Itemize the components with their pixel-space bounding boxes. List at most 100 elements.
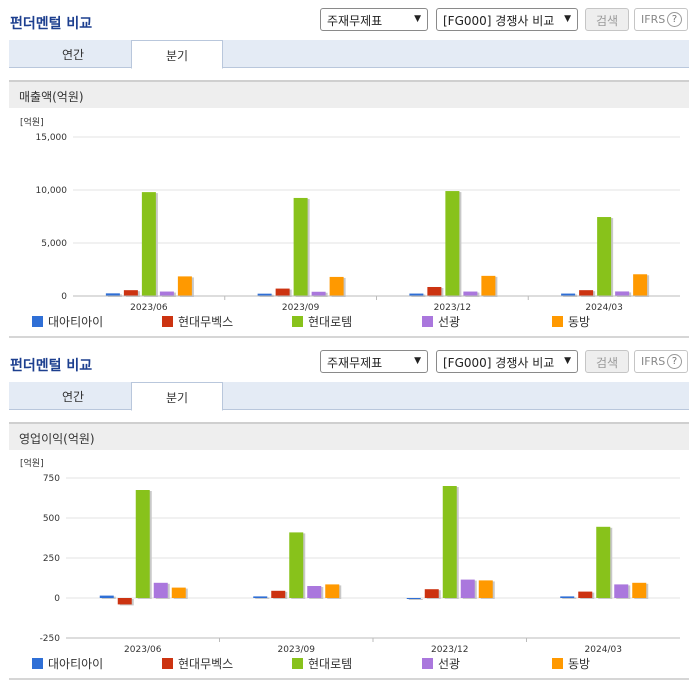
tab-quarterly[interactable]: 분기 [131, 40, 223, 69]
period-tabs: 연간 분기 [9, 40, 689, 69]
group-select-value: [FG000] 경쟁사 비교 [443, 356, 555, 370]
legend-item[interactable]: 현대무벡스 [162, 313, 233, 330]
legend-label: 현대무벡스 [178, 315, 234, 329]
y-tick-label: 0 [54, 594, 60, 604]
y-tick-label: 5,000 [41, 239, 67, 249]
statement-select[interactable]: 주재무제표 ▼ [320, 8, 428, 31]
x-tick-label: 2023/12 [431, 645, 468, 655]
bar-3-1 [311, 291, 326, 296]
legend-item[interactable]: 동방 [552, 313, 590, 330]
bar-shadow [408, 599, 423, 600]
bar-2-3 [597, 217, 612, 296]
bar-3-1 [307, 586, 322, 598]
ifrs-button[interactable]: IFRS ? [634, 350, 688, 373]
legend-item[interactable]: 대아티아이 [32, 313, 103, 330]
bar-1-1 [271, 590, 286, 598]
group-select[interactable]: [FG000] 경쟁사 비교 ▼ [436, 350, 578, 373]
group-select[interactable]: [FG000] 경쟁사 비교 ▼ [436, 8, 578, 31]
legend-swatch-icon [552, 316, 563, 327]
x-tick-label: 2023/06 [130, 303, 168, 313]
y-tick-label: 500 [43, 514, 60, 524]
bar-0-2 [409, 293, 424, 296]
bar-1-0 [117, 598, 132, 605]
legend-item[interactable]: 대아티아이 [32, 655, 103, 672]
chevron-down-icon: ▼ [564, 14, 571, 24]
legend-item[interactable]: 현대로템 [292, 655, 352, 672]
legend-item[interactable]: 선광 [422, 655, 460, 672]
legend-label: 동방 [568, 657, 591, 671]
y-tick-label: 15,000 [36, 133, 68, 143]
panel-title: 펀더멘털 비교 [10, 16, 93, 32]
ifrs-label: IFRS [641, 13, 666, 26]
tab-annual[interactable]: 연간 [61, 48, 85, 62]
y-tick-label: 10,000 [36, 186, 68, 196]
legend-item[interactable]: 현대무벡스 [162, 655, 233, 672]
legend-swatch-icon [162, 316, 173, 327]
bar-1-3 [578, 591, 593, 598]
bar-3-3 [614, 584, 629, 598]
legend-label: 현대무벡스 [178, 657, 234, 671]
legend-label: 대아티아이 [48, 657, 104, 671]
search-button[interactable]: 검색 [585, 350, 629, 373]
bar-4-0 [171, 587, 186, 598]
bar-2-0 [141, 192, 156, 296]
bar-3-2 [463, 291, 478, 296]
panel-header: 펀더멘털 비교 주재무제표 ▼ [FG000] 경쟁사 비교 ▼ 검색 IFRS… [0, 0, 696, 40]
legend-label: 동방 [568, 315, 591, 329]
chevron-down-icon: ▼ [564, 356, 571, 366]
search-button[interactable]: 검색 [585, 8, 629, 31]
panel-divider [9, 678, 689, 680]
y-tick-label: 0 [61, 292, 67, 302]
statement-select-value: 주재무제표 [327, 356, 383, 370]
ifrs-label: IFRS [641, 355, 666, 368]
fundamental-panel-operating-income: 펀더멘털 비교 주재무제표 ▼ [FG000] 경쟁사 비교 ▼ 검색 IFRS… [0, 342, 696, 684]
x-tick-label: 2023/12 [434, 303, 471, 313]
bar-2-1 [293, 197, 308, 296]
legend-swatch-icon [162, 658, 173, 669]
statement-select-value: 주재무제표 [327, 14, 383, 28]
legend-item[interactable]: 선광 [422, 313, 460, 330]
legend-label: 현대로템 [308, 657, 353, 671]
bar-2-2 [445, 191, 460, 296]
legend-item[interactable]: 현대로템 [292, 313, 352, 330]
chart-legend: 대아티아이 현대무벡스 현대로템 선광 동방 [32, 655, 692, 671]
chevron-down-icon: ▼ [414, 356, 421, 366]
bar-1-2 [424, 589, 439, 598]
tab-quarterly[interactable]: 분기 [131, 382, 223, 411]
chart-section-title: 영업이익(억원) [9, 422, 689, 450]
bar-1-2 [427, 286, 442, 296]
x-tick-label: 2024/03 [585, 645, 622, 655]
help-icon: ? [667, 354, 682, 369]
statement-select[interactable]: 주재무제표 ▼ [320, 350, 428, 373]
panel-header: 펀더멘털 비교 주재무제표 ▼ [FG000] 경쟁사 비교 ▼ 검색 IFRS… [0, 342, 696, 382]
x-tick-label: 2023/06 [124, 645, 162, 655]
bar-2-3 [596, 526, 611, 598]
bar-0-1 [253, 596, 268, 598]
tab-annual[interactable]: 연간 [61, 390, 85, 404]
chart-section-title: 매출액(억원) [9, 80, 689, 108]
bar-0-2 [406, 598, 421, 599]
fundamental-panel-revenue: 펀더멘털 비교 주재무제표 ▼ [FG000] 경쟁사 비교 ▼ 검색 IFRS… [0, 0, 696, 338]
legend-label: 선광 [438, 657, 461, 671]
operating-income-chart: [억원] 750 500 250 0 -250 2023/06 2023/09 2023/12 2… [20, 457, 680, 655]
legend-swatch-icon [292, 316, 303, 327]
bar-0-3 [561, 293, 576, 296]
bar-4-1 [329, 276, 344, 296]
bar-1-1 [275, 288, 290, 296]
bar-0-3 [560, 596, 575, 598]
y-tick-label: 750 [43, 474, 60, 484]
group-select-value: [FG000] 경쟁사 비교 [443, 14, 555, 28]
legend-item[interactable]: 동방 [552, 655, 590, 672]
x-tick-label: 2023/09 [282, 303, 320, 313]
x-tick-label: 2023/09 [278, 645, 316, 655]
legend-swatch-icon [32, 658, 43, 669]
bar-1-3 [579, 290, 594, 296]
bar-shadow [562, 597, 577, 599]
legend-swatch-icon [292, 658, 303, 669]
panel-divider [9, 336, 689, 338]
y-unit-label: [억원] [20, 116, 44, 128]
chevron-down-icon: ▼ [414, 14, 421, 24]
bar-4-3 [633, 274, 648, 296]
ifrs-button[interactable]: IFRS ? [634, 8, 688, 31]
chart-legend: 대아티아이 현대무벡스 현대로템 선광 동방 [32, 313, 692, 329]
